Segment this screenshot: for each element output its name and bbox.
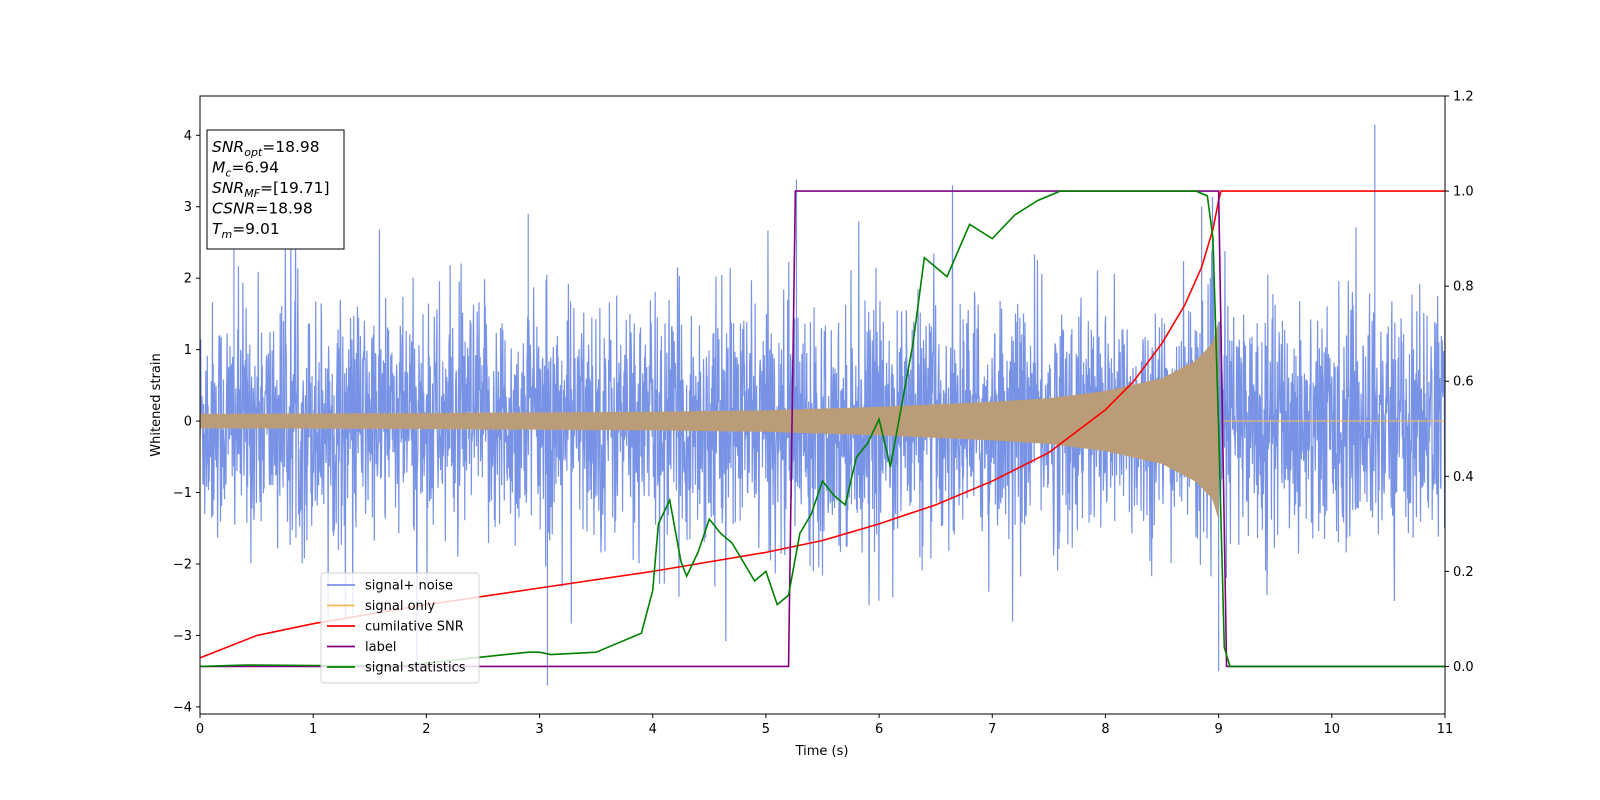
info-subscript: m bbox=[221, 228, 232, 241]
x-tick-label: 1 bbox=[309, 722, 317, 737]
y-right-tick-label: 0.2 bbox=[1453, 565, 1474, 580]
info-subscript: opt bbox=[244, 146, 263, 159]
info-symbol: CSNR bbox=[212, 200, 255, 218]
y-right-tick-label: 1.0 bbox=[1453, 185, 1474, 200]
y-axis-right-ticks: 0.0 0.2 0.4 0.6 0.8 1.0 1.2 bbox=[1445, 90, 1474, 675]
legend-entry: label bbox=[365, 640, 396, 655]
noise-line bbox=[200, 124, 1445, 686]
x-tick-label: 3 bbox=[535, 722, 543, 737]
info-line: SNRMF=[19.71] bbox=[212, 179, 330, 200]
x-tick-label: 8 bbox=[1101, 722, 1109, 737]
axes-frame bbox=[199, 95, 1446, 715]
y-left-tick-label: 4 bbox=[184, 129, 192, 144]
info-value: =9.01 bbox=[232, 220, 280, 238]
legend-entry: signal statistics bbox=[365, 661, 466, 676]
series-signal-statistics bbox=[200, 190, 1445, 668]
y-axis-left-ticks: −4 −3 −2 −1 0 1 2 3 4 bbox=[173, 129, 200, 715]
y-left-tick-label: 2 bbox=[184, 272, 192, 287]
info-subscript: MF bbox=[244, 187, 260, 200]
y-left-tick-label: 0 bbox=[184, 415, 192, 430]
x-axis-ticks: 0 1 2 3 4 5 6 7 8 9 10 11 bbox=[196, 714, 1453, 737]
info-line: Mc=6.94 bbox=[212, 159, 279, 180]
info-box-frame bbox=[206, 129, 345, 250]
y-right-tick-label: 0.4 bbox=[1453, 470, 1474, 485]
signal-envelope bbox=[200, 321, 1219, 522]
x-tick-label: 9 bbox=[1214, 722, 1222, 737]
series-signal-noise bbox=[200, 124, 1445, 686]
info-value: =18.98 bbox=[262, 138, 319, 156]
x-axis-label: Time (s) bbox=[795, 744, 849, 759]
plot-area bbox=[200, 124, 1445, 686]
x-tick-label: 0 bbox=[196, 722, 204, 737]
y-right-tick-label: 0.8 bbox=[1453, 280, 1474, 295]
y-left-tick-label: −4 bbox=[173, 700, 192, 715]
signal-statistics-line bbox=[200, 190, 1445, 668]
x-tick-label: 6 bbox=[875, 722, 883, 737]
info-line: Tm=9.01 bbox=[212, 220, 280, 241]
x-tick-label: 2 bbox=[422, 722, 430, 737]
x-tick-label: 5 bbox=[762, 722, 770, 737]
legend-entry: cumilative SNR bbox=[365, 620, 464, 635]
info-line: SNRopt=18.98 bbox=[212, 138, 320, 159]
info-symbol: M bbox=[212, 159, 225, 177]
info-value: =[19.71] bbox=[260, 179, 329, 197]
y-left-tick-label: −2 bbox=[173, 557, 192, 572]
info-subscript: c bbox=[225, 167, 231, 180]
y-right-tick-label: 1.2 bbox=[1453, 90, 1474, 105]
x-tick-label: 10 bbox=[1324, 722, 1341, 737]
info-value: =6.94 bbox=[231, 159, 279, 177]
info-symbol: SNR bbox=[212, 179, 244, 197]
x-tick-label: 11 bbox=[1437, 722, 1454, 737]
legend-frame bbox=[320, 572, 480, 684]
series-overlap-region bbox=[200, 321, 1219, 522]
y-left-tick-label: 3 bbox=[184, 200, 192, 215]
x-tick-label: 4 bbox=[649, 722, 657, 737]
info-box: SNRopt=18.98Mc=6.94SNRMF=[19.71]CSNR=18.… bbox=[206, 129, 345, 250]
info-symbol: T bbox=[212, 220, 223, 238]
y-left-tick-label: −3 bbox=[173, 629, 192, 644]
y-right-tick-label: 0.6 bbox=[1453, 375, 1474, 390]
y-right-tick-label: 0.0 bbox=[1453, 660, 1474, 675]
y-axis-label: Whitened strain bbox=[149, 353, 164, 456]
y-left-tick-label: −1 bbox=[173, 486, 192, 501]
legend: signal+ noise signal only cumilative SNR la… bbox=[320, 572, 480, 684]
legend-entry: signal+ noise bbox=[365, 579, 453, 594]
info-value: =18.98 bbox=[255, 200, 312, 218]
info-line: CSNR=18.98 bbox=[212, 200, 313, 218]
info-symbol: SNR bbox=[212, 138, 244, 156]
x-tick-label: 7 bbox=[988, 722, 996, 737]
y-left-tick-label: 1 bbox=[184, 343, 192, 358]
legend-entry: signal only bbox=[365, 599, 435, 614]
